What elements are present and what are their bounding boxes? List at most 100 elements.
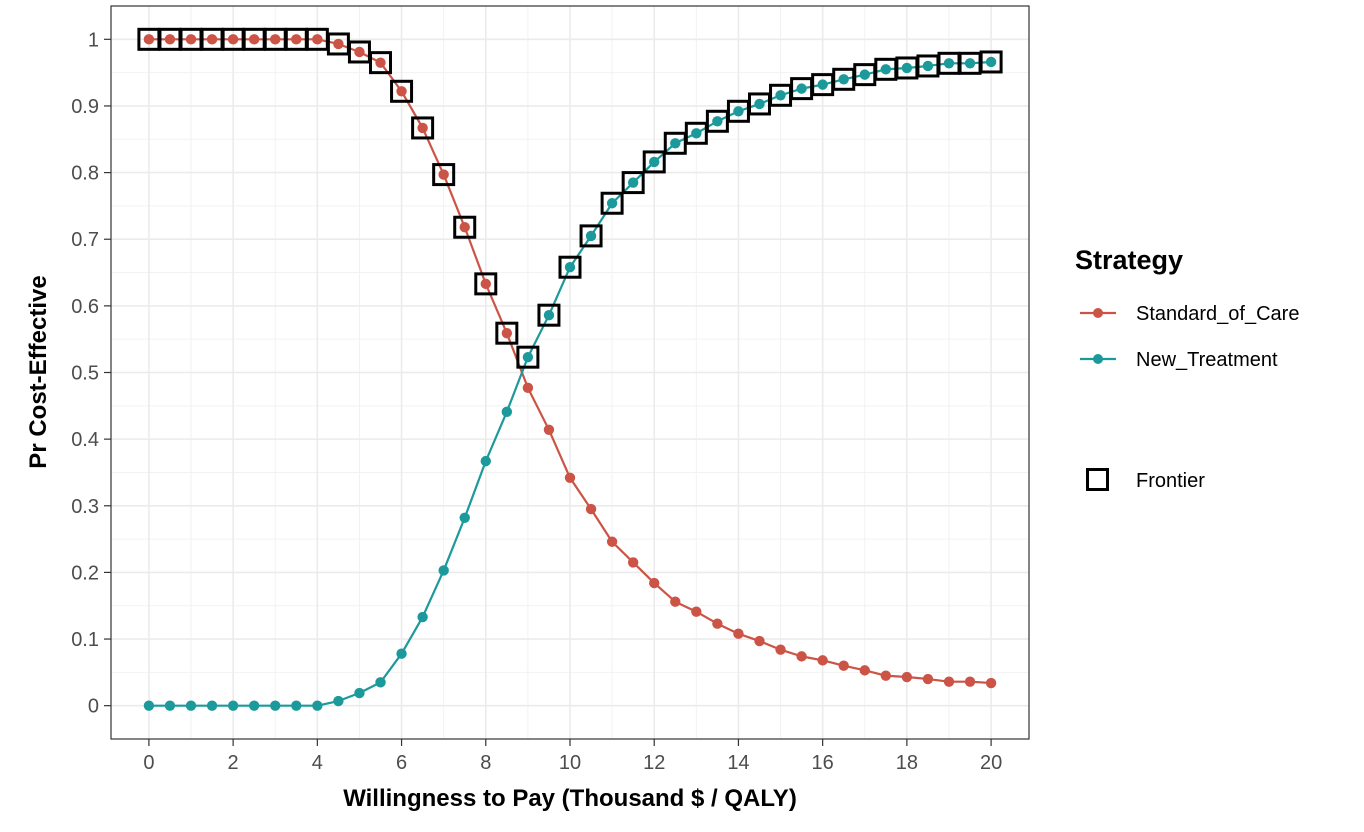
x-axis-title: Willingness to Pay (Thousand $ / QALY) xyxy=(343,785,797,812)
series-0-point xyxy=(375,57,386,68)
legend-key-point xyxy=(1093,308,1103,318)
series-0-point xyxy=(985,677,997,689)
series-0-point xyxy=(185,34,197,45)
frontier-square xyxy=(453,215,477,239)
series-1-point xyxy=(943,58,955,69)
series-1-point xyxy=(354,687,365,699)
series-1-point xyxy=(564,262,576,273)
y-tick-label: 0.3 xyxy=(71,496,99,518)
series-0-point xyxy=(880,670,892,681)
series-0-point xyxy=(775,644,786,655)
x-tick-label: 18 xyxy=(896,752,918,774)
frontier-square xyxy=(474,272,498,296)
series-0-point xyxy=(817,655,828,666)
series-0-point xyxy=(564,472,576,483)
series-1-point xyxy=(143,700,155,711)
frontier-square xyxy=(684,121,708,145)
legend-item-standard-of-care: Standard_of_Care xyxy=(1080,303,1299,325)
y-tick-label: 1 xyxy=(88,29,99,51)
series-1-point xyxy=(417,611,428,623)
x-tick-label: 12 xyxy=(643,752,665,774)
series-1-point xyxy=(880,64,892,75)
series-1-point xyxy=(985,56,997,68)
series-1-point xyxy=(375,677,386,688)
series-0-point xyxy=(480,278,491,290)
series-0-point xyxy=(164,34,176,45)
series-0-point xyxy=(354,46,365,58)
series-1-point xyxy=(185,700,197,711)
series-0-point xyxy=(459,222,470,233)
series-1-point xyxy=(333,695,344,707)
series-1-point xyxy=(817,79,828,90)
series-0-point xyxy=(649,577,660,589)
legend: Strategy Standard_of_Care New_Treatment … xyxy=(1075,245,1299,492)
series-0-point xyxy=(838,660,849,671)
frontier-layer xyxy=(137,27,1003,369)
series-1-point xyxy=(733,106,744,117)
series-layer xyxy=(143,34,997,711)
series-0-point xyxy=(396,86,407,97)
series-1-point xyxy=(627,177,639,188)
series-1-point xyxy=(796,83,807,94)
series-0-point xyxy=(901,671,913,683)
x-tick-label: 4 xyxy=(312,752,323,774)
y-tick-label: 0.4 xyxy=(71,429,99,451)
series-0-point xyxy=(206,34,218,45)
x-tick-label: 10 xyxy=(559,752,581,774)
series-0-point xyxy=(270,34,281,45)
legend-key-frontier-square xyxy=(1086,468,1109,491)
series-1-point xyxy=(164,700,176,711)
plot-panel xyxy=(111,6,1029,739)
x-tick-label: 20 xyxy=(980,752,1002,774)
series-1-point xyxy=(543,309,555,321)
series-1-point xyxy=(459,512,470,523)
series-1-point xyxy=(670,138,681,149)
series-1-point xyxy=(964,58,976,69)
y-tick-label: 0.7 xyxy=(71,229,99,251)
series-1-point xyxy=(312,700,323,711)
series-0-point xyxy=(964,676,976,687)
series-0-point xyxy=(227,34,239,45)
legend-title: Strategy xyxy=(1075,245,1183,275)
series-0-point xyxy=(922,673,934,685)
axes-layer: 0 2 4 6 8 10 12 14 16 18 20 0 0.1 0.2 0.3 0.4 0.5 0.6 0.7 0… xyxy=(71,5,1030,774)
series-1-point xyxy=(501,406,513,418)
series-1-point xyxy=(270,700,281,711)
series-0-point xyxy=(543,424,555,436)
frontier-square xyxy=(432,163,456,187)
series-1-point xyxy=(585,230,597,242)
series-1-point xyxy=(712,116,723,127)
series-0-point xyxy=(501,327,513,339)
frontier-square xyxy=(411,116,435,140)
series-0-point xyxy=(943,676,955,687)
series-1-point xyxy=(206,700,218,711)
series-1-point xyxy=(480,455,491,467)
series-1-point xyxy=(754,98,765,110)
series-1-point xyxy=(775,90,786,101)
series-1-point xyxy=(227,700,239,711)
series-0-point xyxy=(733,628,744,639)
frontier-square xyxy=(979,50,1003,74)
series-1-point xyxy=(649,156,660,168)
series-1-point xyxy=(438,565,449,576)
series-0-point xyxy=(438,169,449,180)
frontier-square xyxy=(600,191,624,215)
x-tick-label: 2 xyxy=(228,752,239,774)
frontier-square xyxy=(642,150,666,174)
legend-label-frontier: Frontier xyxy=(1136,470,1205,492)
series-1-point xyxy=(922,60,934,72)
series-1-point xyxy=(606,198,618,209)
legend-item-new-treatment: New_Treatment xyxy=(1080,349,1278,371)
series-0-point xyxy=(248,34,260,45)
y-tick-label: 0.5 xyxy=(71,363,99,385)
series-1-point xyxy=(248,700,260,711)
series-0-point xyxy=(522,382,534,394)
series-0-point xyxy=(291,34,302,45)
series-0-point xyxy=(691,606,702,617)
frontier-square xyxy=(579,224,603,248)
series-0-point xyxy=(312,34,323,45)
series-0-point xyxy=(585,503,597,515)
legend-item-frontier: Frontier xyxy=(1086,468,1205,492)
series-1-point xyxy=(522,351,534,363)
